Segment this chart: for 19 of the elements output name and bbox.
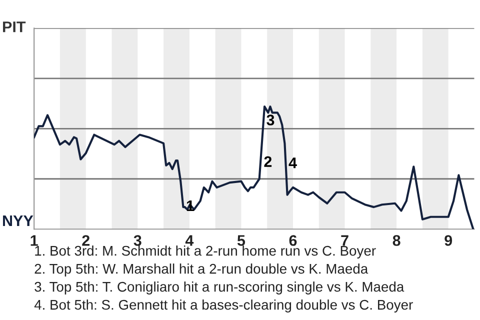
- annotation: 2: [264, 156, 272, 167]
- text: PIT: [3, 22, 26, 32]
- text: 1. Bot 3rd: M. Schmidt hit a 2-run home run vs C. Boyer: [35, 246, 376, 258]
- x-tick-label: 5: [237, 235, 246, 246]
- x-tick-label: 8: [392, 235, 400, 246]
- text: 2. Top 5th: W. Marshall hit a 2-run double vs K. Maeda: [34, 264, 368, 276]
- text: 4. Bot 5th: S. Gennett hit a bases-clearing double vs C. Boyer: [34, 300, 413, 312]
- x-tick-label: 4: [185, 235, 194, 246]
- text: NYY: [3, 215, 34, 226]
- x-tick-label: 3: [134, 235, 142, 246]
- text: 3. Top 5th: T. Conigliaro hit a run-scoring single vs K. Maeda: [34, 282, 404, 294]
- x-tick-label: 2: [82, 235, 90, 246]
- x-tick-label: 6: [289, 235, 297, 246]
- annotation: 4: [288, 158, 297, 168]
- x-tick-label: 7: [341, 235, 348, 246]
- x-tick-label: 9: [444, 235, 452, 246]
- x-tick-label: 1: [30, 235, 38, 246]
- annotation: 3: [266, 114, 274, 126]
- annotation: 1: [186, 200, 194, 212]
